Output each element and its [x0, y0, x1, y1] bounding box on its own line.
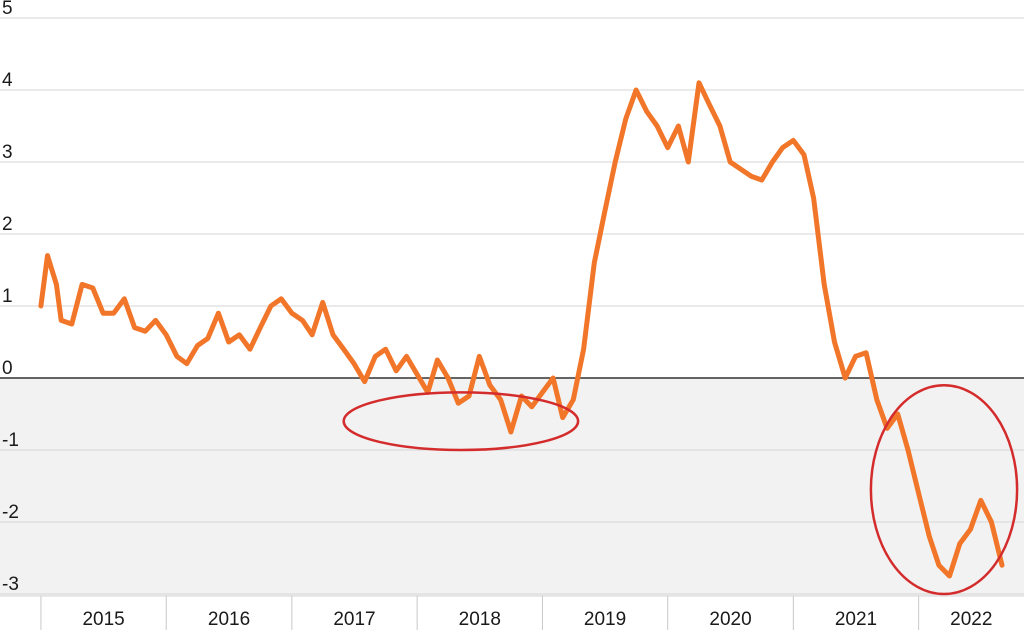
x-tick-label: 2018 — [459, 609, 501, 630]
y-tick-label: 1 — [2, 286, 13, 307]
y-tick-label: 3 — [2, 142, 13, 163]
x-tick-label: 2017 — [333, 609, 375, 630]
y-tick-label: 5 — [2, 0, 13, 19]
x-tick-label: 2016 — [208, 609, 250, 630]
x-tick-label: 2022 — [950, 609, 992, 630]
y-tick-label: -1 — [2, 430, 19, 451]
y-tick-label: 0 — [2, 358, 13, 379]
x-tick-label: 2019 — [584, 609, 626, 630]
x-tick-label: 2021 — [835, 609, 877, 630]
y-tick-label: 4 — [2, 70, 13, 91]
y-tick-label: -3 — [2, 574, 19, 595]
x-tick-label: 2020 — [709, 609, 751, 630]
x-tick-label: 2015 — [82, 609, 124, 630]
y-tick-label: 2 — [2, 214, 13, 235]
y-tick-label: -2 — [2, 502, 19, 523]
